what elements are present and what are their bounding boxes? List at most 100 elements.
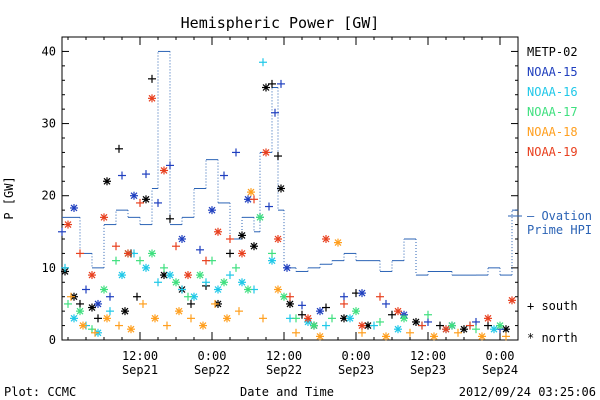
timestamp: 2012/09/24 03:25:06	[459, 385, 596, 399]
x-tick-time-label: 0:00	[342, 349, 371, 363]
south-marker	[106, 292, 114, 301]
north-marker	[322, 235, 330, 243]
south-marker	[322, 303, 330, 312]
south-marker	[139, 299, 147, 308]
north-marker	[64, 220, 72, 229]
north-marker	[274, 235, 282, 243]
south-marker	[154, 198, 162, 207]
south-marker	[64, 299, 72, 308]
north-marker	[262, 83, 270, 92]
x-axis-label: Date and Time	[240, 385, 334, 399]
south-marker	[136, 256, 144, 265]
north-marker	[160, 166, 168, 175]
north-marker	[208, 206, 216, 215]
legend-entry: NOAA-19	[527, 145, 578, 159]
north-marker	[100, 285, 108, 294]
x-tick-time-label: 0:00	[198, 349, 227, 363]
south-marker	[259, 314, 267, 323]
plot-credit: Plot: CCMC	[4, 385, 76, 399]
north-marker	[127, 325, 135, 334]
south-marker	[424, 310, 432, 319]
north-marker	[412, 317, 420, 326]
marker-legend-entry: + south	[527, 299, 578, 313]
x-tick-time-label: 0:00	[486, 349, 515, 363]
south-marker	[166, 214, 174, 223]
north-marker	[250, 242, 258, 251]
north-marker	[103, 177, 111, 186]
x-tick-date-label: Sep22	[194, 363, 230, 377]
north-marker	[184, 271, 192, 280]
marker-legend: + south * north	[527, 299, 578, 345]
north-marker	[508, 296, 516, 305]
data-markers	[58, 58, 516, 341]
south-marker	[250, 195, 258, 204]
x-tick-time-label: 12:00	[266, 349, 302, 363]
south-marker	[187, 314, 195, 323]
y-tick-label: 40	[42, 44, 56, 58]
south-marker	[298, 310, 306, 319]
south-marker	[112, 256, 120, 265]
south-marker	[58, 227, 66, 236]
x-tick-date-label: Sep23	[410, 363, 446, 377]
north-marker	[244, 195, 252, 204]
north-marker	[304, 314, 312, 323]
north-marker	[100, 213, 108, 222]
south-marker	[118, 171, 126, 180]
south-marker	[142, 170, 150, 179]
north-marker	[76, 307, 84, 316]
north-marker	[394, 325, 402, 334]
north-marker	[214, 285, 222, 294]
south-marker	[106, 307, 114, 316]
north-marker	[94, 299, 102, 308]
south-marker	[277, 79, 285, 88]
north-marker	[130, 191, 138, 200]
south-marker	[226, 249, 234, 258]
south-marker	[82, 285, 90, 294]
south-marker	[226, 235, 234, 243]
north-marker	[88, 303, 96, 312]
marker-legend-entry: * north	[527, 331, 578, 345]
south-marker	[292, 328, 300, 337]
north-marker	[223, 314, 231, 323]
south-marker	[484, 321, 492, 330]
south-marker	[166, 161, 174, 170]
south-marker	[418, 321, 426, 330]
north-marker	[334, 238, 342, 247]
south-marker	[286, 292, 294, 301]
south-marker	[388, 310, 396, 319]
south-marker	[454, 328, 462, 337]
north-marker	[274, 285, 282, 294]
south-marker	[76, 249, 84, 258]
north-marker	[175, 307, 183, 316]
south-marker	[466, 321, 474, 330]
north-marker	[358, 321, 366, 330]
south-marker	[265, 202, 273, 211]
x-tick-time-label: 12:00	[122, 349, 158, 363]
south-marker	[115, 144, 123, 153]
north-marker	[247, 188, 255, 197]
south-marker	[220, 171, 228, 180]
x-tick-date-label: Sep21	[122, 363, 158, 377]
south-marker	[154, 278, 162, 287]
south-marker	[382, 299, 390, 308]
south-marker	[268, 249, 276, 258]
south-marker	[232, 263, 240, 272]
north-marker	[496, 321, 504, 330]
north-marker	[286, 299, 294, 308]
north-marker	[442, 325, 450, 334]
south-marker	[292, 314, 300, 323]
south-marker	[340, 299, 348, 308]
legend: METP-02 NOAA-15 NOAA-16 NOAA-17 NOAA-18 NOAA-…	[527, 45, 578, 159]
north-marker	[244, 285, 252, 294]
north-marker	[214, 227, 222, 236]
ovation-hpi-series	[62, 50, 518, 276]
south-marker	[202, 278, 210, 287]
y-axis-label: P [GW]	[2, 176, 16, 219]
south-marker	[184, 292, 192, 301]
south-marker	[172, 242, 180, 251]
north-marker	[148, 94, 156, 103]
south-marker	[115, 321, 123, 330]
south-marker	[94, 314, 102, 323]
north-marker	[394, 307, 402, 316]
y-tick-label: 10	[42, 261, 56, 275]
